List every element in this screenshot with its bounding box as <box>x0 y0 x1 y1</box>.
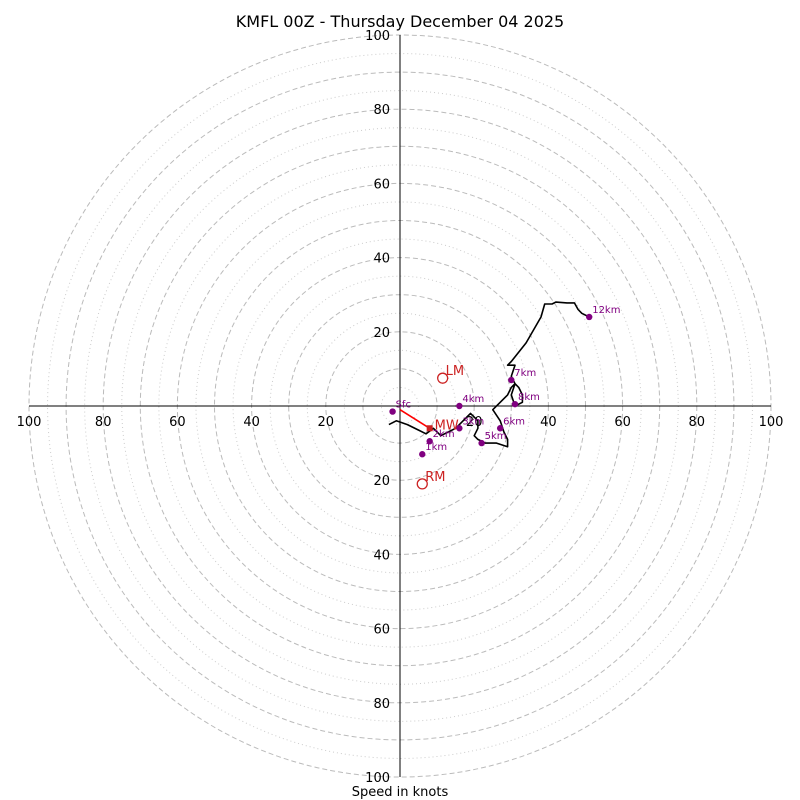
lm-label: LM <box>446 364 464 379</box>
tick-label-east-100: 100 <box>759 415 784 430</box>
height-marker-sfc <box>389 408 396 415</box>
height-label-8km: 8km <box>518 392 540 403</box>
height-label-12km: 12km <box>592 305 620 316</box>
height-label-7km: 7km <box>514 368 536 379</box>
tick-label-west-80: 80 <box>95 415 112 430</box>
height-label-sfc: Sfc <box>396 400 411 411</box>
tick-label-west-40: 40 <box>243 415 260 430</box>
height-label-1km: 1km <box>425 442 447 453</box>
tick-label-south-100: 100 <box>365 771 390 786</box>
height-marker-12km <box>586 313 593 321</box>
height-marker-7km <box>508 376 515 384</box>
tick-label-south-80: 80 <box>373 697 390 712</box>
mw-label: MW <box>435 418 459 433</box>
height-marker-8km <box>511 400 519 408</box>
height-marker-2km <box>426 438 433 445</box>
height-label-5km: 5km <box>485 431 507 442</box>
shear-vector <box>399 409 431 429</box>
tick-label-east-60: 60 <box>614 415 631 430</box>
height-marker-3km <box>456 425 463 432</box>
height-marker-4km <box>456 402 463 410</box>
tick-label-north-60: 60 <box>373 177 390 192</box>
height-marker-1km <box>419 451 426 458</box>
tick-labels: 2020202040404040606060608080808010010010… <box>17 29 784 786</box>
tick-label-west-60: 60 <box>169 415 186 430</box>
rm-marker <box>416 478 428 490</box>
height-label-3km: 3km <box>462 416 484 427</box>
tick-label-south-60: 60 <box>373 623 390 638</box>
chart-title: KMFL 00Z - Thursday December 04 2025 <box>236 12 564 31</box>
storm-motion-markers: LM RM MW <box>416 364 464 490</box>
tick-label-north-100: 100 <box>365 29 390 44</box>
height-label-4km: 4km <box>462 394 484 405</box>
height-marker-6km <box>496 425 504 432</box>
height-label-2km: 2km <box>433 429 455 440</box>
tick-label-south-40: 40 <box>373 548 390 563</box>
tick-label-south-20: 20 <box>373 474 390 489</box>
tick-label-west-20: 20 <box>318 415 335 430</box>
lm-marker <box>437 372 449 384</box>
height-marker-5km <box>478 439 485 447</box>
tick-label-west-100: 100 <box>17 415 42 430</box>
x-axis-label: Speed in knots <box>352 785 449 800</box>
tick-label-north-80: 80 <box>373 103 390 118</box>
axes <box>29 35 771 777</box>
tick-label-north-40: 40 <box>373 252 390 267</box>
tick-label-east-40: 40 <box>540 415 557 430</box>
shear-vector-group <box>399 409 431 429</box>
tick-label-north-20: 20 <box>373 326 390 341</box>
tick-label-east-80: 80 <box>689 415 706 430</box>
rm-label: RM <box>425 470 445 485</box>
mw-marker <box>426 425 433 432</box>
height-markers: Sfc 1km 2km 3km 4km 5km 6km 7km 8km 12km <box>389 305 620 458</box>
height-label-6km: 6km <box>503 416 525 427</box>
